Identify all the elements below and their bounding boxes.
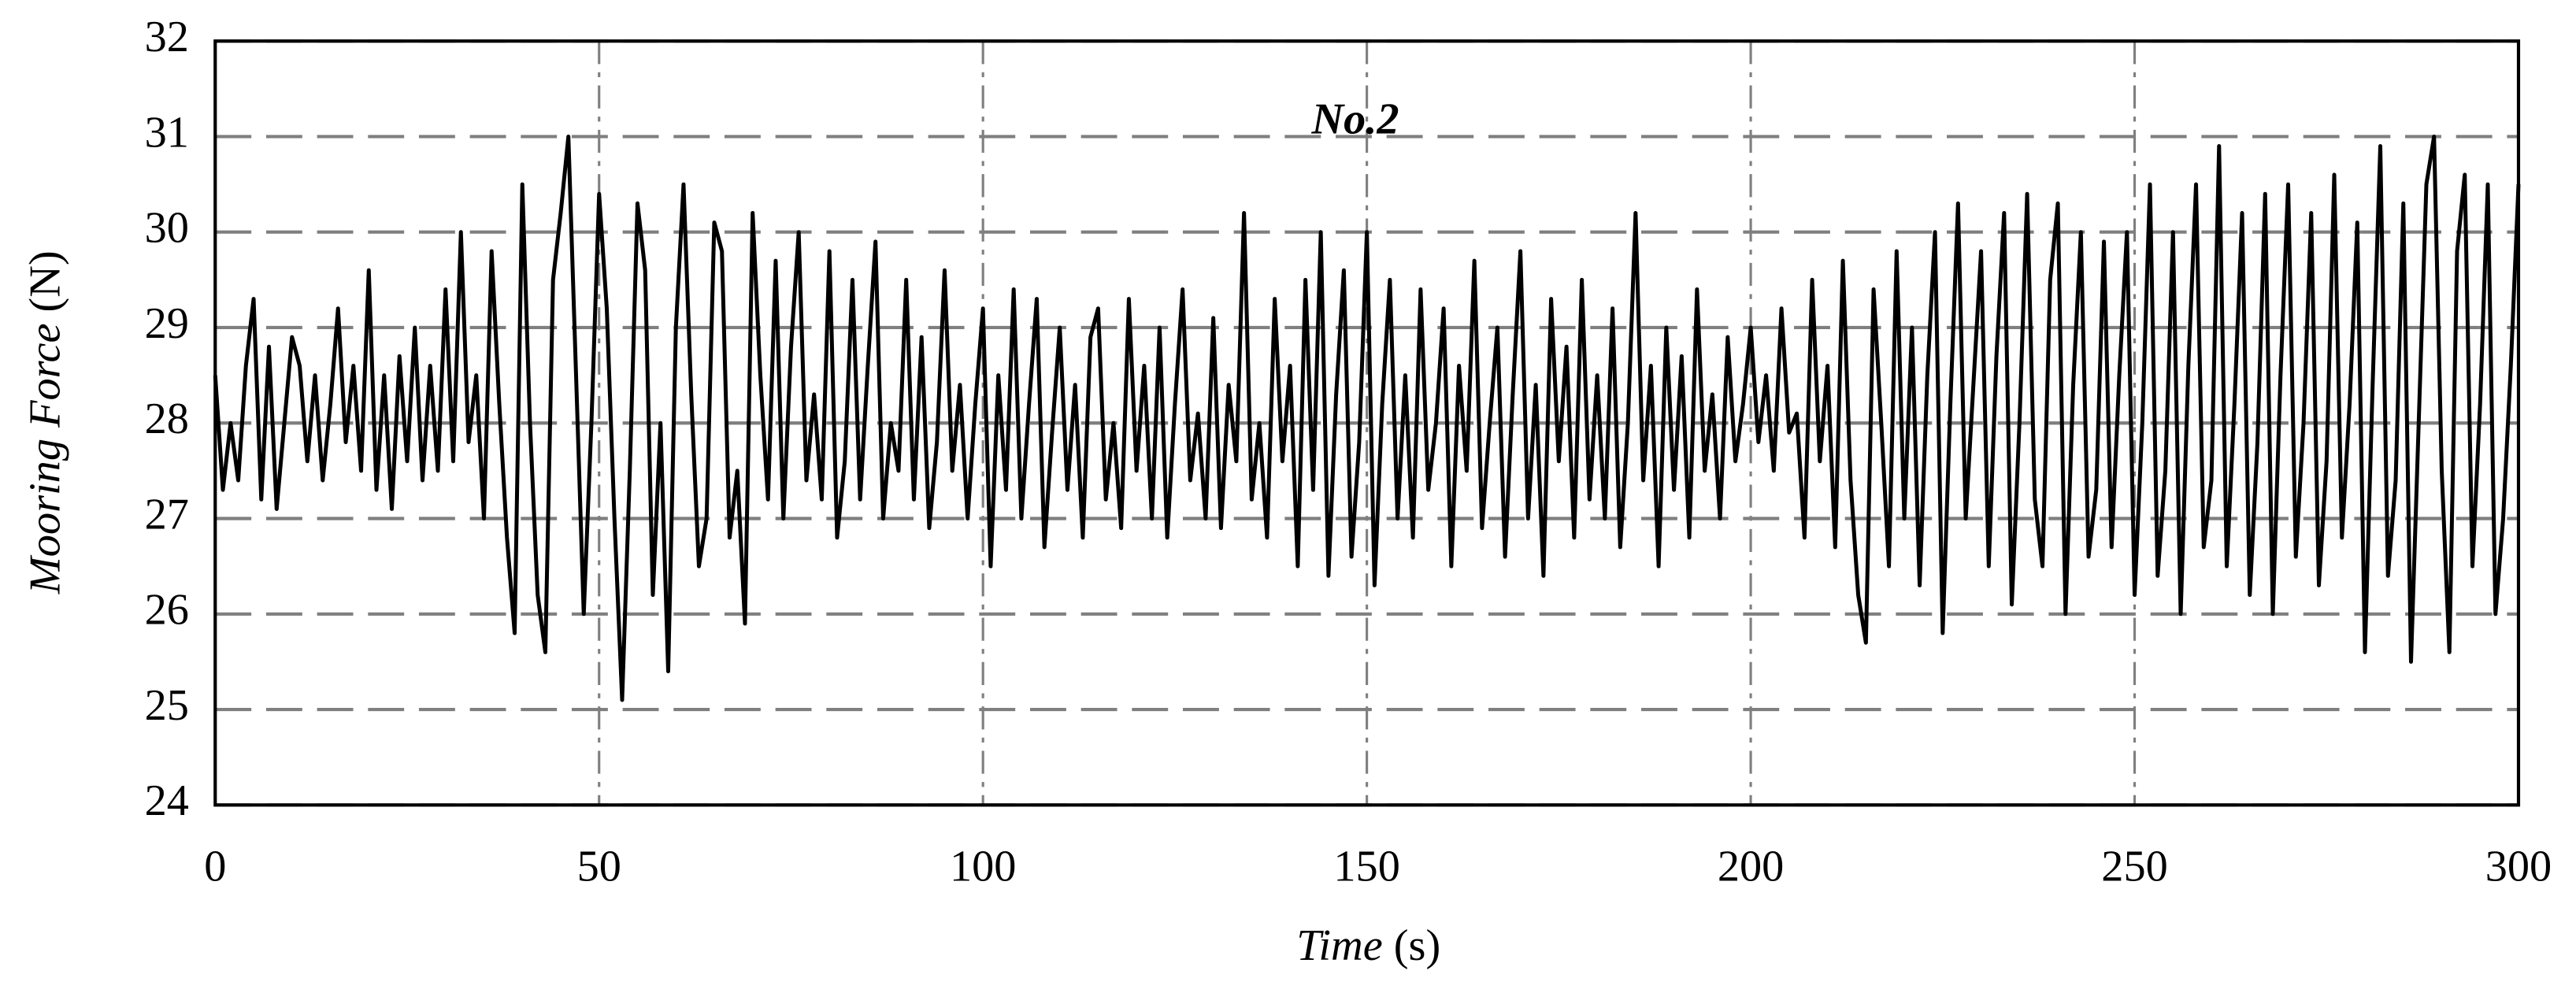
x-tick-label: 150 (1333, 843, 1399, 891)
x-tick-label: 250 (2101, 843, 2167, 891)
y-tick-label: 24 (145, 776, 189, 825)
y-tick-label: 30 (145, 204, 189, 253)
x-label-unit: (s) (1394, 921, 1440, 970)
y-tick-label: 26 (145, 586, 189, 635)
y-tick-label: 29 (145, 299, 189, 348)
y-tick-label: 31 (145, 108, 189, 157)
y-tick-label: 25 (145, 681, 189, 730)
data-line (213, 134, 2521, 702)
y-label-name: Mooring Force (21, 324, 70, 595)
chart-title: No.2 (1311, 94, 1399, 143)
x-tick-label: 300 (2485, 843, 2552, 891)
y-tick-label: 32 (145, 13, 189, 61)
x-tick-label: 200 (1718, 843, 1784, 891)
x-tick-label: 0 (204, 843, 226, 891)
x-tick-label: 100 (950, 843, 1016, 891)
plot-frame (213, 39, 2521, 807)
y-tick-label: 28 (145, 394, 189, 443)
x-tick-label: 50 (577, 843, 621, 891)
y-tick-label: 27 (145, 490, 189, 539)
x-axis-label: Time (s) (1296, 921, 1440, 970)
y-axis-label: Mooring Force (N) (21, 250, 70, 595)
x-label-name: Time (1296, 921, 1383, 970)
y-label-unit: (N) (21, 250, 70, 312)
